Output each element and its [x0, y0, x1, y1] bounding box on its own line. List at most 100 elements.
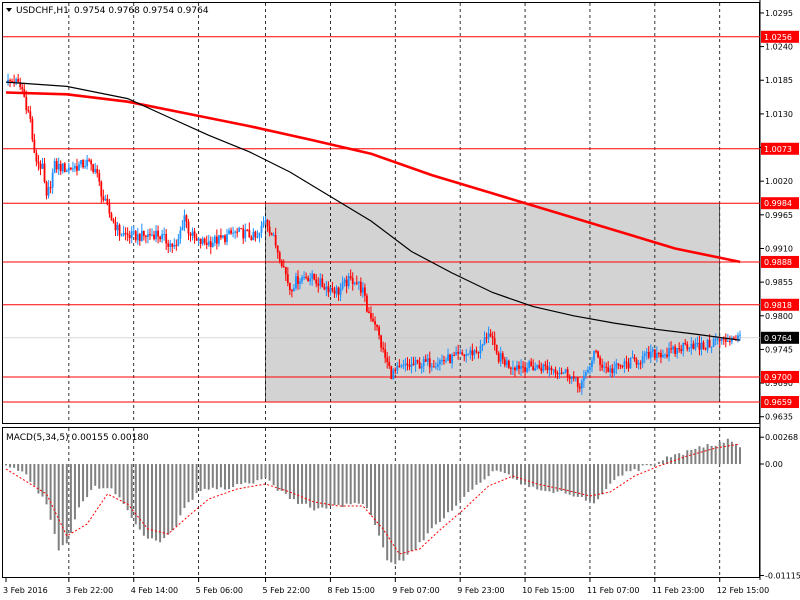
candle-body [497, 352, 500, 362]
candle-body [434, 366, 437, 368]
level-price-tag-label: 1.0256 [764, 33, 792, 42]
candle-body [449, 354, 451, 364]
candle-body [159, 236, 161, 240]
candle-body [187, 221, 190, 234]
macd-histogram-bar [730, 441, 733, 464]
candle-body [690, 343, 693, 349]
candle-body [394, 369, 397, 371]
candle-body [104, 198, 107, 201]
candle-body [98, 173, 101, 182]
candle-body [447, 354, 449, 361]
candle-body [585, 372, 587, 376]
candle-body [491, 336, 494, 339]
candle-body [591, 360, 593, 367]
candle-body [339, 288, 342, 295]
candle-body [218, 235, 220, 244]
candle-body [126, 233, 129, 236]
candle-body [260, 225, 263, 233]
candle-body [341, 282, 344, 289]
candle-body [325, 286, 328, 290]
candle-body [331, 288, 334, 291]
candle-body [280, 260, 283, 267]
candle-body [520, 366, 522, 369]
level-price-tag-label: 1.0073 [764, 145, 792, 154]
candle-body [149, 234, 151, 236]
macd-histogram-bar [337, 464, 340, 505]
candle-body [445, 360, 447, 362]
macd-histogram-bar [365, 464, 368, 509]
macd-histogram-bar [94, 464, 97, 486]
price-tick-label: 1.0130 [765, 110, 793, 119]
price-tick-label: 1.0185 [765, 76, 793, 85]
macd-histogram-bar [357, 464, 360, 504]
candle-body [203, 238, 206, 243]
candle-body [299, 281, 301, 284]
candle-body [645, 351, 648, 354]
collapse-triangle-icon[interactable] [6, 8, 12, 12]
macd-histogram-bar [674, 454, 677, 464]
candle-body [82, 160, 84, 168]
candle-body [366, 295, 368, 312]
candle-body [295, 276, 297, 289]
candle-body [311, 273, 314, 279]
macd-histogram-bar [219, 464, 222, 488]
candle-body [455, 352, 458, 356]
candle-body [680, 349, 683, 352]
candle-body [290, 290, 293, 292]
macd-histogram-bar [726, 438, 729, 464]
macd-histogram-bar [564, 464, 567, 494]
candle-body [244, 229, 247, 239]
price-tick-label: 1.0020 [765, 177, 793, 186]
candle-body [171, 243, 174, 247]
candle-body [254, 231, 257, 238]
candle-body [47, 187, 50, 196]
candle-body [587, 369, 589, 373]
candle-body [363, 287, 366, 296]
candle-body [702, 342, 705, 349]
candle-body [153, 234, 155, 240]
macd-histogram-bar [191, 464, 194, 500]
candle-body [718, 338, 721, 342]
candle-body [349, 276, 352, 279]
candle-body [118, 224, 121, 236]
candle-body [96, 168, 99, 174]
candle-body [313, 273, 316, 280]
price-scale-area[interactable] [760, 0, 800, 580]
macd-histogram-bar [734, 443, 737, 464]
candle-body [416, 360, 419, 363]
macd-histogram-bar [710, 445, 713, 464]
macd-histogram-bar [471, 464, 474, 490]
candle-body [29, 111, 32, 119]
macd-histogram-bar [317, 464, 320, 509]
candle-body [568, 376, 571, 379]
candle-body [145, 235, 147, 237]
candle-body [337, 287, 340, 295]
candle-body [102, 196, 105, 201]
macd-histogram-bar [138, 464, 141, 530]
candle-body [712, 339, 715, 347]
candle-body [722, 338, 725, 340]
candle-body [552, 369, 555, 371]
candle-body [582, 375, 585, 381]
macd-histogram-bar [552, 464, 555, 494]
candle-body [213, 236, 216, 243]
candle-body [400, 365, 403, 367]
candle-body [211, 242, 214, 247]
candle-body [501, 353, 504, 360]
candle-body [301, 277, 303, 282]
candle-body [428, 358, 431, 368]
candle-body [390, 366, 393, 380]
candle-body [436, 363, 439, 367]
candle-body [278, 252, 281, 261]
candle-body [165, 234, 168, 244]
candle-body [666, 354, 668, 357]
macd-histogram-bar [706, 444, 709, 464]
macd-histogram-bar [341, 464, 344, 508]
candle-body [408, 365, 411, 367]
macd-histogram-bar [53, 464, 56, 534]
candle-body [343, 279, 346, 283]
candle-body [317, 283, 320, 286]
candle-body [226, 234, 228, 243]
macd-histogram-bar [378, 464, 381, 536]
